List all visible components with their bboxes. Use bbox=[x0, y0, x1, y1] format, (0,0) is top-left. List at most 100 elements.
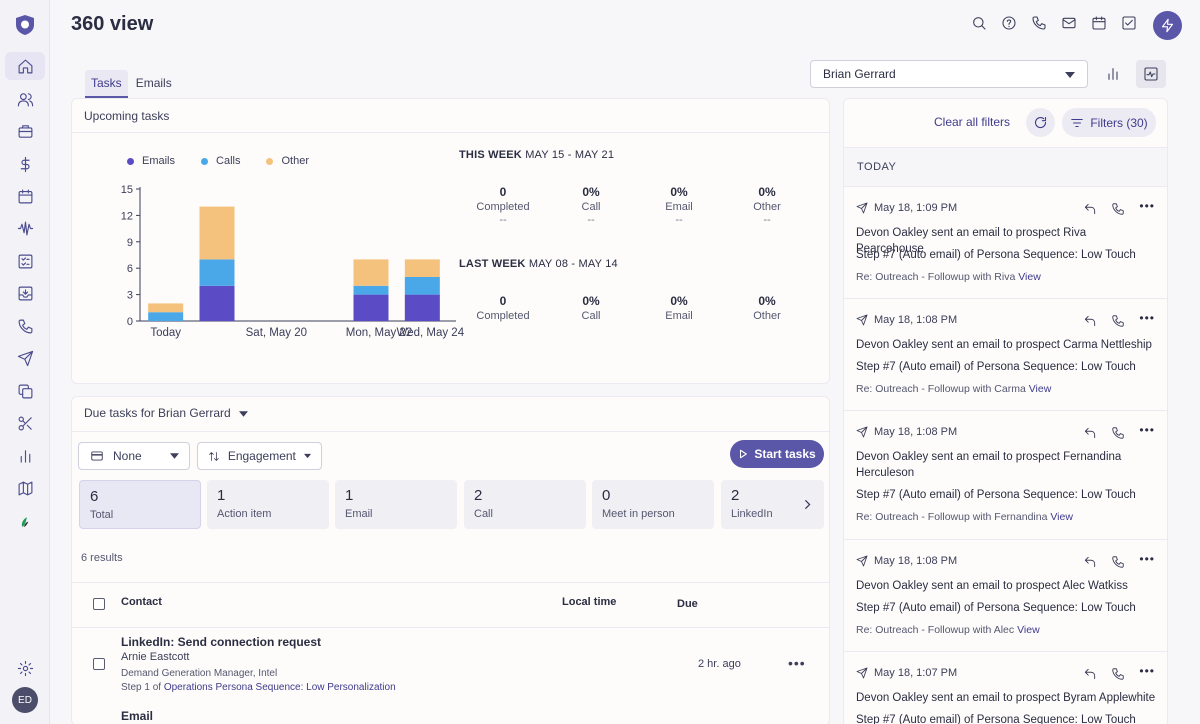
due-tasks-owner-select[interactable]: Due tasks for Brian Gerrard bbox=[84, 406, 249, 420]
avatar[interactable]: ED bbox=[12, 687, 38, 713]
y-tick-label: 3 bbox=[127, 290, 133, 302]
phone-icon[interactable] bbox=[1111, 667, 1125, 681]
x-tick-label: Today bbox=[150, 327, 181, 339]
task-title[interactable]: Email bbox=[121, 709, 154, 723]
phone-icon[interactable] bbox=[1111, 314, 1125, 328]
bar-emails bbox=[353, 294, 389, 321]
phone-icon[interactable] bbox=[1111, 555, 1125, 569]
more-icon[interactable]: ••• bbox=[1139, 423, 1155, 437]
home-icon bbox=[18, 59, 32, 73]
contact-name[interactable]: Arnie Eastcott bbox=[121, 651, 190, 663]
sidebar-item-analytics[interactable] bbox=[5, 442, 45, 470]
due-time: 2 hr. ago bbox=[698, 658, 741, 670]
bar-calls bbox=[148, 312, 184, 321]
sidebar-item-templates[interactable] bbox=[5, 377, 45, 405]
card-icon bbox=[91, 451, 103, 461]
more-icon[interactable]: ••• bbox=[1139, 311, 1155, 325]
sidebar-item-people[interactable] bbox=[5, 85, 45, 113]
phone-icon[interactable] bbox=[1111, 202, 1125, 216]
settings-button[interactable] bbox=[5, 654, 45, 682]
activity-subject: Re: Outreach - Followup with Fernandina … bbox=[856, 511, 1073, 523]
sidebar-item-home[interactable] bbox=[5, 52, 45, 80]
x-tick-label: Mon, May 22 bbox=[346, 327, 412, 339]
filter-tile-email[interactable]: 1 Email bbox=[335, 480, 457, 529]
activity-text: Devon Oakley sent an email to prospect F… bbox=[856, 451, 1122, 479]
activity-text: Devon Oakley sent an email to prospect R… bbox=[856, 227, 1087, 255]
view-link[interactable]: View bbox=[1028, 383, 1052, 395]
owner-select[interactable]: Brian Gerrard bbox=[810, 60, 1088, 88]
sidebar-item-calls[interactable] bbox=[5, 312, 45, 340]
waveform-icon bbox=[17, 221, 33, 235]
tab-tasks[interactable]: Tasks bbox=[85, 70, 128, 98]
sidebar-item-tasks[interactable] bbox=[5, 247, 45, 275]
checklist-icon bbox=[1122, 16, 1136, 30]
view-link[interactable]: View bbox=[1017, 624, 1040, 636]
activity-step: Step #7 (Auto email) of Persona Sequence… bbox=[856, 489, 1136, 501]
x-tick-label: Wed, May 24 bbox=[397, 327, 465, 339]
help-icon bbox=[1002, 16, 1016, 30]
reply-icon[interactable] bbox=[1083, 202, 1097, 216]
more-icon[interactable]: ••• bbox=[1139, 199, 1155, 213]
activity-view-button[interactable] bbox=[1136, 60, 1166, 88]
help-button[interactable] bbox=[1000, 14, 1018, 32]
filter-tile-meet-in-person[interactable]: 0 Meet in person bbox=[592, 480, 714, 529]
search-button[interactable] bbox=[970, 14, 988, 32]
calendar-button[interactable] bbox=[1090, 14, 1108, 32]
mail-button[interactable] bbox=[1060, 14, 1078, 32]
sort-select[interactable]: Engagement bbox=[197, 442, 322, 470]
task-title[interactable]: LinkedIn: Send connection request bbox=[121, 635, 322, 649]
sidebar-item-deals[interactable] bbox=[5, 150, 45, 178]
filter-tile-call[interactable]: 2 Call bbox=[464, 480, 586, 529]
tasks-button[interactable] bbox=[1120, 14, 1138, 32]
row-more-icon[interactable]: ••• bbox=[788, 655, 806, 671]
chevron-right-icon[interactable] bbox=[804, 499, 811, 510]
reply-icon[interactable] bbox=[1083, 314, 1097, 328]
sidebar-item-sequences[interactable] bbox=[5, 344, 45, 372]
quick-actions-button[interactable] bbox=[1153, 11, 1182, 40]
refresh-button[interactable] bbox=[1026, 108, 1055, 137]
sidebar-item-conversations[interactable] bbox=[5, 214, 45, 242]
column-header-local-time[interactable]: Local time bbox=[562, 596, 617, 608]
sequence-link[interactable]: Operations Persona Sequence: Low Persona… bbox=[163, 682, 396, 693]
reply-icon[interactable] bbox=[1083, 555, 1097, 569]
y-tick-label: 0 bbox=[127, 316, 133, 328]
reply-icon[interactable] bbox=[1083, 667, 1097, 681]
sidebar-item-integration[interactable] bbox=[5, 507, 45, 535]
this-week-email: 0% Email -- bbox=[665, 185, 693, 226]
filters-button[interactable]: Filters (30) bbox=[1062, 108, 1156, 137]
briefcase-icon bbox=[18, 124, 32, 138]
start-tasks-button[interactable]: Start tasks bbox=[730, 440, 824, 468]
view-link[interactable]: View bbox=[1050, 511, 1073, 523]
row-checkbox[interactable] bbox=[93, 658, 105, 670]
upcoming-tasks-title: Upcoming tasks bbox=[72, 99, 829, 133]
sidebar-item-meetings[interactable] bbox=[5, 182, 45, 210]
sidebar-item-accounts[interactable] bbox=[5, 117, 45, 145]
more-icon[interactable]: ••• bbox=[1139, 664, 1155, 678]
sidebar-item-map[interactable] bbox=[5, 474, 45, 502]
phone-button[interactable] bbox=[1030, 14, 1048, 32]
tab-emails[interactable]: Emails bbox=[135, 76, 172, 90]
sidebar-item-snippets[interactable] bbox=[5, 409, 45, 437]
reply-icon[interactable] bbox=[1083, 426, 1097, 440]
bar-other bbox=[148, 303, 184, 313]
search-icon bbox=[973, 17, 986, 30]
app-logo-icon[interactable] bbox=[13, 13, 37, 37]
activity-item: May 18, 1:08 PM ••• Devon Oakley sent an… bbox=[844, 411, 1167, 540]
sidebar-item-inbox[interactable] bbox=[5, 279, 45, 307]
clear-filters-link[interactable]: Clear all filters bbox=[934, 115, 1011, 129]
due-tasks-card bbox=[71, 396, 830, 724]
group-by-select[interactable]: None bbox=[78, 442, 190, 470]
bar-emails bbox=[404, 294, 440, 321]
activity-subject: Re: Outreach - Followup with Alec View bbox=[856, 624, 1040, 636]
view-link[interactable]: View bbox=[1018, 271, 1041, 283]
last-week-completed: 0 Completed bbox=[476, 294, 530, 322]
filter-tile-action-item[interactable]: 1 Action item bbox=[207, 480, 329, 529]
select-all-checkbox[interactable] bbox=[93, 598, 105, 610]
chart-view-button[interactable] bbox=[1098, 60, 1128, 88]
filter-tile-linkedin[interactable]: 2 LinkedIn bbox=[721, 480, 824, 529]
phone-icon[interactable] bbox=[1111, 426, 1125, 440]
column-header-contact[interactable]: Contact bbox=[121, 596, 162, 608]
filter-tile-total[interactable]: 6 Total bbox=[79, 480, 201, 529]
column-header-due[interactable]: Due bbox=[677, 598, 698, 610]
more-icon[interactable]: ••• bbox=[1139, 552, 1155, 566]
